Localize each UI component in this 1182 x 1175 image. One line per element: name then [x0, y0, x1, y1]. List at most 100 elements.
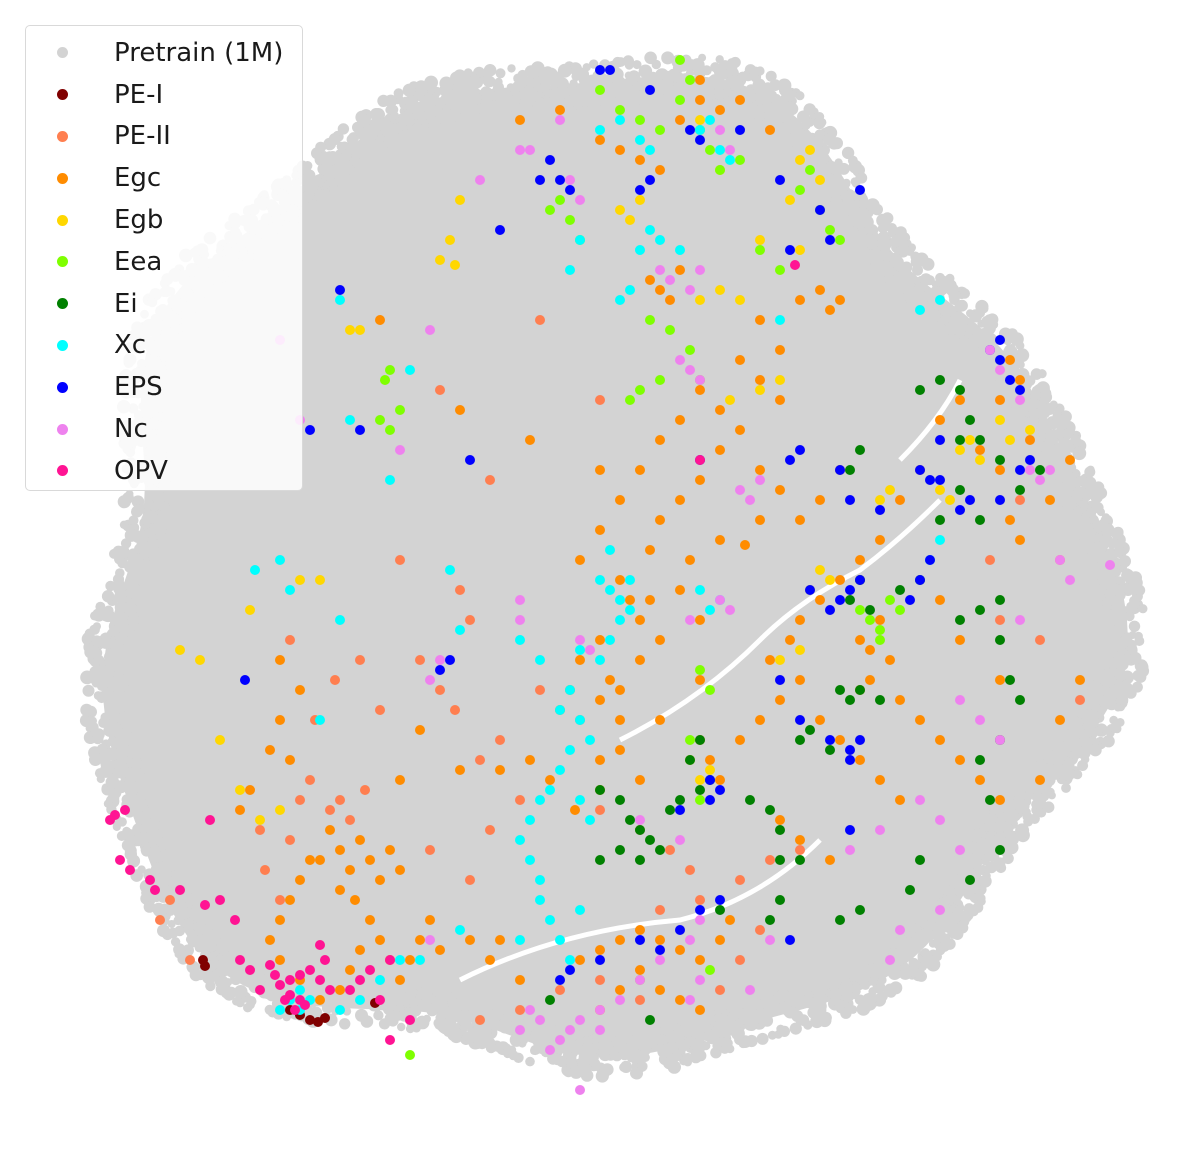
legend-label-xc: Xc [114, 330, 147, 361]
pretrain-point [701, 65, 712, 76]
point-eea [705, 145, 715, 155]
pretrain-point [750, 997, 762, 1008]
pretrain-point [895, 226, 907, 239]
pretrain-point [406, 125, 419, 138]
point-opv [255, 985, 265, 995]
legend-entry-egc: Egc [26, 157, 302, 199]
point-xc [605, 635, 615, 645]
pretrain-point [416, 83, 428, 96]
point-egc [425, 915, 435, 925]
pretrain-point [517, 69, 528, 81]
point-egc [615, 715, 625, 725]
pretrain-point [789, 1022, 802, 1035]
pretrain-point [1118, 555, 1132, 568]
point-eps [835, 595, 845, 605]
point-eps [875, 505, 885, 515]
pretrain-point [535, 97, 547, 109]
pretrain-point [881, 212, 894, 225]
legend-label-ei: Ei [114, 288, 138, 319]
point-egc [765, 655, 775, 665]
pretrain-point [1134, 671, 1147, 683]
pretrain-point [792, 991, 804, 1003]
point-opv [385, 955, 395, 965]
pretrain-point [195, 922, 208, 935]
point-egb [345, 325, 355, 335]
point-opv [320, 955, 330, 965]
pretrain-point [897, 244, 910, 257]
point-pe-ii [305, 775, 315, 785]
point-egc [975, 445, 985, 455]
pretrain-point [340, 151, 352, 163]
point-eps [545, 155, 555, 165]
point-egc [665, 295, 675, 305]
pretrain-point [840, 1007, 852, 1019]
pretrain-point [429, 995, 438, 1004]
pretrain-point [814, 130, 825, 141]
point-eea [895, 605, 905, 615]
pretrain-point [137, 865, 146, 874]
pretrain-point [90, 611, 100, 621]
pretrain-point [96, 743, 108, 754]
point-nc [555, 115, 565, 125]
point-egb [315, 575, 325, 585]
point-ei [1035, 465, 1045, 475]
point-egc [365, 855, 375, 865]
pretrain-point [1073, 486, 1085, 498]
pretrain-point [185, 935, 195, 944]
pretrain-point [1095, 726, 1104, 735]
pretrain-point [1112, 568, 1121, 577]
legend-entry-eea: Eea [26, 241, 302, 283]
point-eps [965, 495, 975, 505]
pretrain-point [1129, 652, 1142, 664]
point-xc [705, 605, 715, 615]
point-egc [935, 735, 945, 745]
pretrain-point [917, 291, 928, 301]
point-ei [765, 915, 775, 925]
point-eea [705, 965, 715, 975]
point-opv [215, 895, 225, 905]
point-ei [915, 855, 925, 865]
point-egb [215, 735, 225, 745]
point-egc [895, 795, 905, 805]
point-egb [275, 805, 285, 815]
pretrain-point [121, 794, 133, 805]
pretrain-point [218, 944, 230, 956]
pretrain-point [385, 105, 395, 115]
point-pe-ii [715, 985, 725, 995]
point-ei [895, 585, 905, 595]
pretrain-point [400, 111, 415, 126]
pretrain-point [995, 816, 1006, 827]
point-egc [615, 745, 625, 755]
point-eea [380, 375, 390, 385]
pretrain-point [408, 998, 418, 1008]
point-egc [345, 965, 355, 975]
point-eps [495, 225, 505, 235]
point-egc [655, 635, 665, 645]
pretrain-point [405, 100, 418, 112]
point-pe-ii [985, 555, 995, 565]
point-ei [715, 905, 725, 915]
point-ei [775, 895, 785, 905]
point-egc [655, 935, 665, 945]
point-eps [715, 895, 725, 905]
point-ei [845, 465, 855, 475]
point-nc [695, 265, 705, 275]
pretrain-point [1015, 348, 1030, 363]
point-egc [335, 985, 345, 995]
point-ei [595, 785, 605, 795]
point-eps [555, 975, 565, 985]
point-nc [955, 845, 965, 855]
pretrain-point [128, 573, 140, 585]
pretrain-point [144, 510, 158, 524]
point-egc [715, 935, 725, 945]
pretrain-point [134, 543, 144, 554]
pretrain-point [827, 977, 841, 991]
legend-label-nc: Nc [114, 414, 148, 445]
point-eea [885, 595, 895, 605]
pretrain-point [714, 1012, 724, 1023]
point-egc [795, 295, 805, 305]
pretrain-point [127, 584, 139, 596]
point-egc [595, 945, 605, 955]
point-egc [675, 415, 685, 425]
point-egc [595, 465, 605, 475]
